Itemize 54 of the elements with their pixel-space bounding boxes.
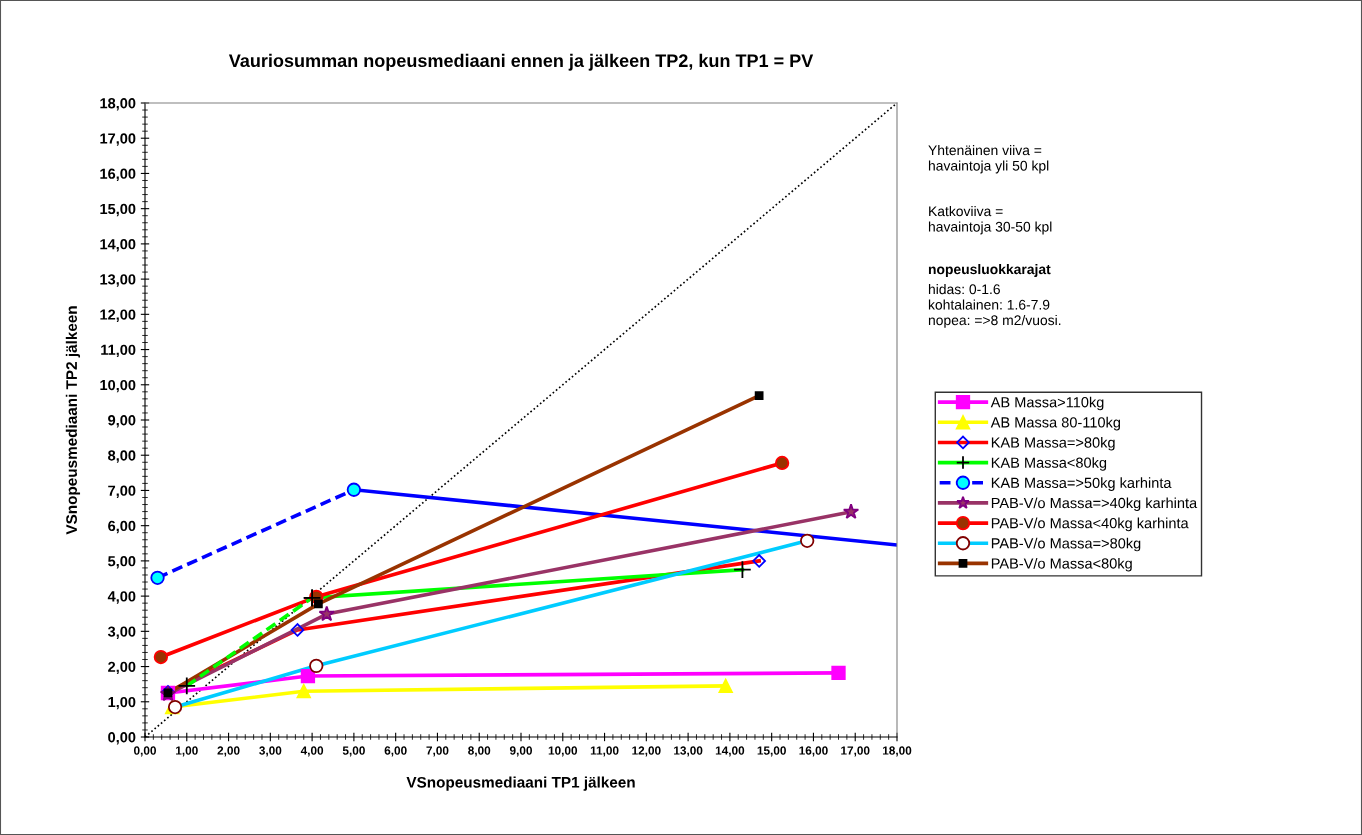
legend-label: KAB Massa<80kg (991, 457, 1107, 471)
x-axis-title: VSnopeusmediaani TP1 jälkeen (406, 776, 635, 791)
y-tick-label: 6,00 (108, 520, 136, 534)
x-tick-label: 12,00 (632, 746, 661, 757)
text: hidas: 0-1.6 kohtalainen: 1.6-7.9 nopea: =>8 m2/vuosi. (928, 284, 1061, 328)
y-tick-label: 4,00 (107, 591, 136, 604)
x-tick-label: 14,00 (715, 746, 745, 757)
y-tick-label: 15,00 (100, 203, 136, 217)
legend-label: PAB-V/o Massa<80kg (991, 557, 1132, 572)
chart-title: Vauriosumman nopeusmediaani ennen ja jälkeen TP2, kun TP1 = PV (228, 53, 814, 71)
legend-label: PAB-V/o Massa=>40kg karhinta (991, 497, 1198, 512)
y-tick-label: 0,00 (108, 732, 136, 745)
x-tick-label: 7,00 (426, 746, 449, 757)
legend-label: PAB-V/o Massa<40kg karhinta (991, 517, 1189, 532)
y-tick-label: 3,00 (107, 626, 136, 639)
x-tick-label: 1,00 (176, 746, 198, 757)
x-tick-label: 17,00 (841, 746, 870, 757)
text: nopeusluokkarajat (928, 264, 1051, 277)
x-tick-label: 10,00 (548, 746, 578, 757)
y-tick-label: 11,00 (101, 344, 136, 358)
y-tick-label: 10,00 (100, 379, 136, 393)
text: Katkoviiva = havaintoja 30-50 kpl (928, 206, 1052, 235)
x-tick-label: 11,00 (590, 746, 619, 757)
x-tick-label: 9,00 (509, 746, 533, 757)
x-tick-label: 3,00 (259, 746, 282, 757)
y-tick-label: 1,00 (108, 696, 136, 710)
y-tick-label: 2,00 (108, 661, 136, 675)
x-tick-label: 8,00 (468, 746, 491, 757)
y-tick-label: 12,00 (100, 309, 136, 322)
text: Yhtenäinen viiva = havaintoja yli 50 kpl (928, 145, 1049, 174)
y-tick-label: 5,00 (108, 555, 136, 569)
y-tick-label: 14,00 (100, 238, 136, 252)
x-tick-label: 6,00 (384, 746, 407, 757)
x-tick-label: 13,00 (674, 746, 703, 757)
y-tick-label: 9,00 (108, 415, 136, 428)
legend-label: KAB Massa=>50kg karhinta (991, 477, 1172, 491)
y-tick-label: 8,00 (108, 450, 136, 463)
legend-label: PAB-V/o Massa=>80kg (991, 537, 1141, 552)
y-tick-label: 17,00 (100, 133, 136, 146)
x-tick-label: 15,00 (757, 746, 786, 757)
x-tick-label: 16,00 (799, 746, 828, 757)
x-tick-label: 18,00 (882, 746, 912, 757)
y-tick-label: 13,00 (100, 274, 136, 287)
y-tick-label: 18,00 (100, 98, 136, 111)
legend-label: AB Massa>110kg (990, 396, 1104, 411)
y-tick-label: 16,00 (100, 168, 136, 181)
x-tick-label: 5,00 (342, 746, 365, 757)
y-tick-label: 7,00 (108, 485, 136, 498)
y-axis-title: VSnopeusmediaani TP2 jälkeen (65, 306, 81, 535)
legend-label: KAB Massa=>80kg (991, 436, 1115, 451)
x-tick-label: 0,00 (133, 746, 157, 757)
x-tick-label: 2,00 (217, 746, 240, 757)
x-tick-label: 4,00 (300, 746, 324, 757)
legend-label: AB Massa 80-110kg (990, 416, 1121, 431)
